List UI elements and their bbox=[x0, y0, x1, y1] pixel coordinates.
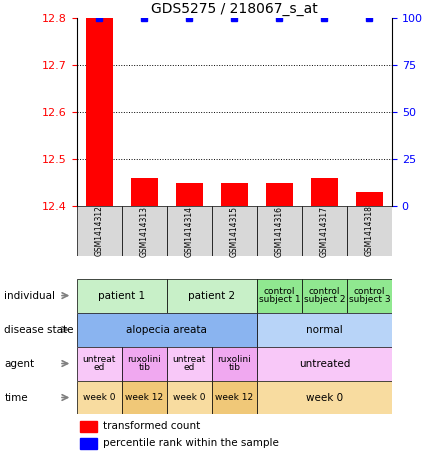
Bar bbox=[302, 279, 347, 313]
Bar bbox=[77, 313, 257, 347]
Bar bbox=[122, 347, 167, 381]
Text: disease state: disease state bbox=[4, 324, 74, 335]
Title: GDS5275 / 218067_s_at: GDS5275 / 218067_s_at bbox=[151, 2, 318, 16]
Bar bbox=[257, 381, 392, 414]
Text: week 12: week 12 bbox=[125, 393, 163, 402]
Bar bbox=[257, 206, 302, 256]
Text: control
subject 1: control subject 1 bbox=[258, 287, 300, 304]
Text: patient 2: patient 2 bbox=[188, 290, 235, 301]
Bar bbox=[167, 381, 212, 414]
Text: control
subject 3: control subject 3 bbox=[349, 287, 390, 304]
Bar bbox=[122, 206, 167, 256]
Bar bbox=[80, 421, 97, 432]
Bar bbox=[122, 381, 167, 414]
Bar bbox=[257, 313, 392, 347]
Bar bbox=[77, 206, 122, 256]
Text: GSM1414316: GSM1414316 bbox=[275, 206, 284, 256]
Text: GSM1414315: GSM1414315 bbox=[230, 206, 239, 256]
Bar bbox=[167, 206, 212, 256]
Bar bbox=[80, 438, 97, 448]
Text: alopecia areata: alopecia areata bbox=[126, 324, 207, 335]
Text: week 0: week 0 bbox=[83, 393, 116, 402]
Text: patient 1: patient 1 bbox=[98, 290, 145, 301]
Bar bbox=[77, 279, 167, 313]
Bar bbox=[212, 347, 257, 381]
Bar bbox=[167, 279, 257, 313]
Text: week 12: week 12 bbox=[215, 393, 254, 402]
Bar bbox=[131, 178, 158, 206]
Text: time: time bbox=[4, 392, 28, 403]
Text: normal: normal bbox=[306, 324, 343, 335]
Bar bbox=[221, 183, 248, 206]
Text: GSM1414314: GSM1414314 bbox=[185, 206, 194, 256]
Text: GSM1414317: GSM1414317 bbox=[320, 206, 329, 256]
Bar bbox=[311, 178, 338, 206]
Bar bbox=[302, 206, 347, 256]
Bar bbox=[257, 347, 392, 381]
Text: agent: agent bbox=[4, 358, 35, 369]
Bar bbox=[212, 206, 257, 256]
Bar bbox=[86, 18, 113, 206]
Text: GSM1414312: GSM1414312 bbox=[95, 206, 104, 256]
Bar bbox=[176, 183, 203, 206]
Bar bbox=[356, 192, 383, 206]
Text: GSM1414313: GSM1414313 bbox=[140, 206, 149, 256]
Text: untreated: untreated bbox=[299, 358, 350, 369]
Bar bbox=[257, 279, 302, 313]
Bar bbox=[347, 279, 392, 313]
Text: control
subject 2: control subject 2 bbox=[304, 287, 345, 304]
Text: week 0: week 0 bbox=[306, 392, 343, 403]
Bar bbox=[77, 381, 122, 414]
Text: individual: individual bbox=[4, 290, 55, 301]
Bar bbox=[212, 381, 257, 414]
Bar bbox=[347, 206, 392, 256]
Bar bbox=[167, 347, 212, 381]
Text: transformed count: transformed count bbox=[103, 421, 201, 431]
Bar bbox=[266, 183, 293, 206]
Text: GSM1414318: GSM1414318 bbox=[365, 206, 374, 256]
Text: percentile rank within the sample: percentile rank within the sample bbox=[103, 438, 279, 448]
Text: untreat
ed: untreat ed bbox=[82, 355, 116, 372]
Text: untreat
ed: untreat ed bbox=[173, 355, 206, 372]
Bar bbox=[77, 347, 122, 381]
Text: ruxolini
tib: ruxolini tib bbox=[217, 355, 251, 372]
Text: week 0: week 0 bbox=[173, 393, 205, 402]
Text: ruxolini
tib: ruxolini tib bbox=[127, 355, 161, 372]
